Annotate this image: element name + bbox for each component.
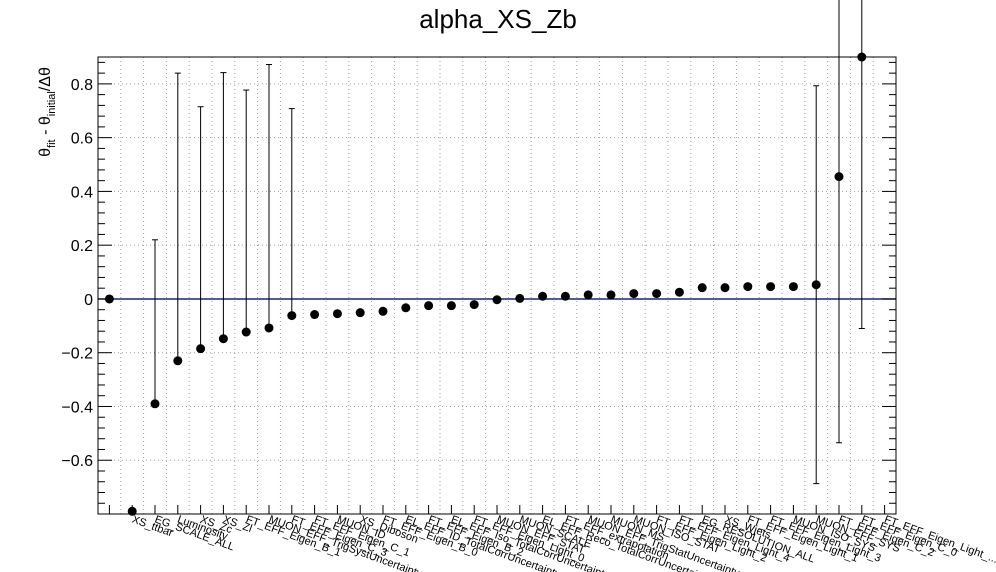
data-point — [766, 282, 776, 292]
y-tick-label: −0.4 — [61, 399, 93, 416]
data-point — [287, 311, 297, 321]
data-point — [629, 289, 639, 299]
y-tick-label: −0.2 — [61, 346, 93, 363]
data-point — [173, 356, 183, 366]
y-tick-label: 0.2 — [71, 238, 93, 255]
data-points — [104, 52, 867, 516]
y-tick-label: 0 — [84, 292, 93, 309]
data-point — [196, 344, 206, 354]
data-point — [834, 172, 844, 182]
data-point — [355, 308, 365, 318]
data-point — [469, 300, 479, 310]
y-tick-labels: −0.6 −0.4 −0.2 0 0.2 0.4 0.6 0.8 — [61, 77, 93, 470]
y-axis-label: θfit - θinitial/Δθ — [37, 67, 58, 157]
grid — [98, 57, 896, 514]
data-point — [697, 283, 707, 293]
data-point — [492, 295, 502, 305]
data-point — [515, 293, 525, 303]
data-point — [811, 280, 821, 290]
data-point — [788, 282, 798, 292]
data-point — [606, 290, 616, 300]
y-tick-label: 0.4 — [71, 184, 93, 201]
data-point — [310, 310, 320, 320]
data-point — [241, 327, 251, 337]
chart-title: alpha_XS_Zb — [419, 4, 577, 34]
data-point — [583, 290, 593, 300]
data-point — [150, 399, 160, 409]
data-point — [401, 303, 411, 313]
data-point — [538, 291, 548, 301]
data-point — [446, 301, 456, 311]
y-tick-label: −0.6 — [61, 453, 93, 470]
data-point — [424, 301, 434, 311]
data-point — [743, 282, 753, 292]
data-point — [652, 289, 662, 299]
data-point — [720, 283, 730, 293]
data-point — [674, 287, 684, 297]
data-point — [218, 334, 228, 344]
y-tick-label: 0.6 — [71, 131, 93, 148]
y-tick-label: 0.8 — [71, 77, 93, 94]
data-point — [378, 306, 388, 316]
data-point — [264, 323, 274, 333]
axes — [97, 56, 897, 515]
data-point — [560, 291, 570, 301]
data-point — [332, 309, 342, 319]
